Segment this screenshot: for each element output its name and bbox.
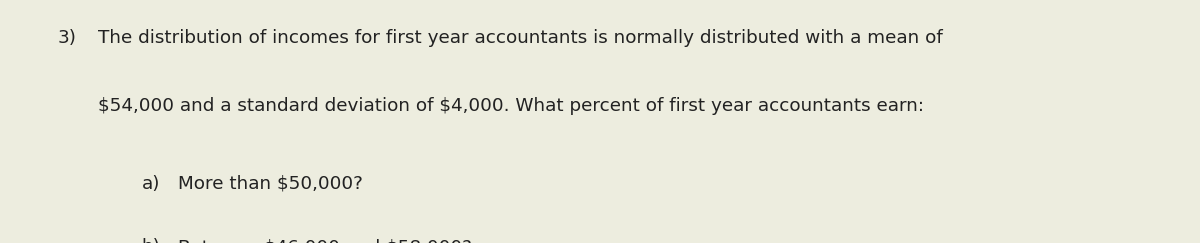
Text: b): b) <box>142 238 161 243</box>
Text: More than \$50,000?: More than \$50,000? <box>178 175 362 193</box>
Text: Between \$46,000 and \$58,000?: Between \$46,000 and \$58,000? <box>178 238 472 243</box>
Text: 3): 3) <box>58 29 77 47</box>
Text: a): a) <box>142 175 160 193</box>
Text: The distribution of incomes for first year accountants is normally distributed w: The distribution of incomes for first ye… <box>98 29 943 47</box>
Text: \$54,000 and a standard deviation of \$4,000. What percent of first year account: \$54,000 and a standard deviation of \$4… <box>98 97 924 115</box>
